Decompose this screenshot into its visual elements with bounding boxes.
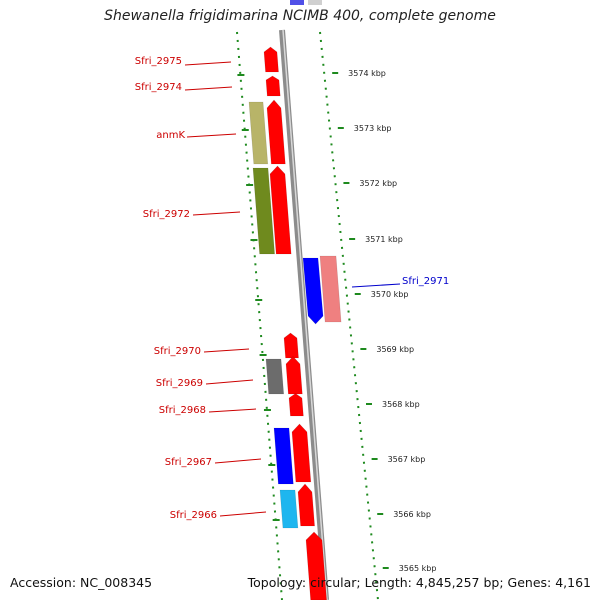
scale-label: 3573 kbp (354, 124, 392, 133)
gene-label-leader (351, 283, 401, 288)
cds-sfri-2966[interactable] (297, 483, 315, 527)
scale-label: 3572 kbp (359, 179, 397, 188)
scale-label: 3567 kbp (388, 455, 426, 464)
gene-label-leader (192, 211, 241, 216)
gene-label-leader (205, 379, 254, 385)
cds-bottom[interactable] (305, 531, 327, 600)
category-feature-pink[interactable] (319, 255, 342, 323)
scale-label: 3565 kbp (399, 564, 437, 573)
top-feature-stub (290, 0, 304, 5)
genome-backbone-highlight (282, 29, 328, 600)
cds-sfri-2972[interactable] (269, 165, 292, 255)
topology-label: Topology: circular; Length: 4,845,257 bp… (247, 575, 591, 590)
gene-label-sfri-2972[interactable]: Sfri_2972 (143, 209, 190, 220)
gene-label-sfri-2970[interactable]: Sfri_2970 (154, 346, 201, 357)
category-feature-olive-light[interactable] (248, 101, 269, 165)
gene-label-leader (208, 408, 257, 413)
scale-label: 3569 kbp (376, 345, 414, 354)
gene-label-sfri-2974[interactable]: Sfri_2974 (135, 82, 182, 93)
category-feature-cyan[interactable] (279, 489, 299, 529)
gene-label-leader (214, 458, 262, 464)
scale-label: 3574 kbp (348, 69, 386, 78)
scale-label: 3568 kbp (382, 400, 420, 409)
cds-sfri-2974[interactable] (265, 75, 281, 97)
cds-sfri-2971[interactable] (302, 257, 324, 325)
cds-anmk[interactable] (266, 99, 286, 165)
cds-sfri-2975[interactable] (263, 46, 279, 73)
gene-label-leader (186, 133, 237, 138)
cds-sfri-2968[interactable] (288, 393, 304, 417)
scale-label: 3566 kbp (393, 510, 431, 519)
gene-label-leader (203, 348, 250, 353)
scale-label: 3570 kbp (371, 290, 409, 299)
gene-label-sfri-2971[interactable]: Sfri_2971 (402, 276, 449, 287)
gene-label-sfri-2969[interactable]: Sfri_2969 (156, 378, 203, 389)
genome-backbone (279, 29, 329, 600)
gene-label-leader (184, 86, 233, 91)
category-feature-olive-dark[interactable] (252, 167, 275, 255)
scale-label: 3571 kbp (365, 235, 403, 244)
category-feature-gray[interactable] (265, 358, 285, 395)
gene-label-sfri-2966[interactable]: Sfri_2966 (170, 510, 217, 521)
gene-label-leader (184, 61, 232, 66)
gene-label-leader (219, 511, 267, 517)
accession-label: Accession: NC_008345 (10, 575, 153, 590)
gene-label-sfri-2975[interactable]: Sfri_2975 (135, 56, 182, 67)
category-feature-blue[interactable] (273, 427, 294, 485)
gene-label-sfri-2967[interactable]: Sfri_2967 (165, 457, 212, 468)
map-title: Shewanella frigidimarina NCIMB 400, comp… (104, 8, 496, 24)
cds-sfri-2967[interactable] (291, 423, 312, 483)
gene-label-anmk[interactable]: anmK (156, 130, 185, 141)
top-feature-stub-2 (308, 0, 322, 5)
gene-label-sfri-2968[interactable]: Sfri_2968 (159, 405, 206, 416)
